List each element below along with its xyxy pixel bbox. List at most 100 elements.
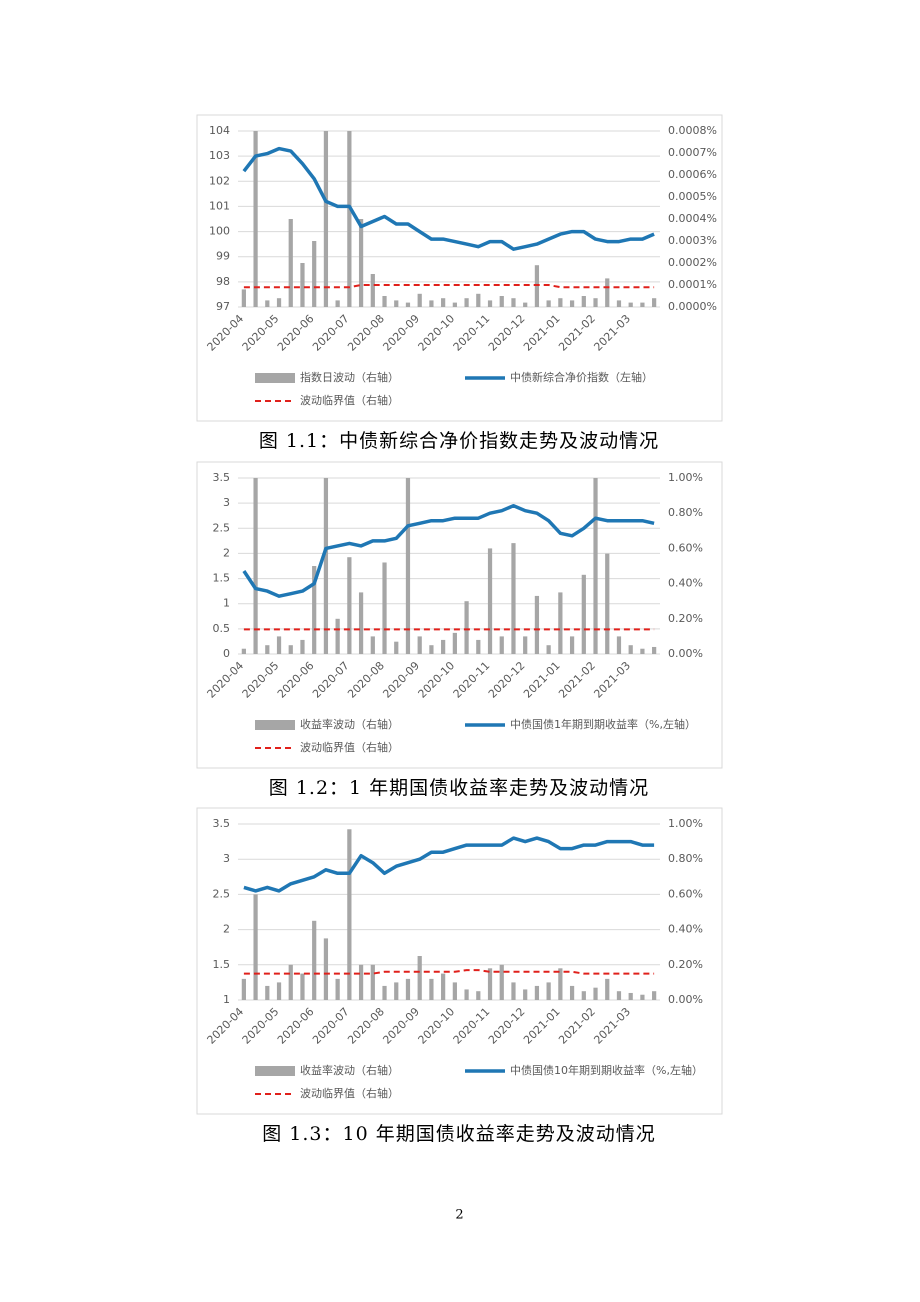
legend-label: 波动临界值（右轴） bbox=[300, 740, 399, 754]
x-tick-label: 2020-06 bbox=[275, 659, 317, 701]
bar bbox=[546, 300, 551, 307]
bar bbox=[569, 985, 575, 1000]
bar bbox=[523, 302, 528, 307]
y2-tick-label: 0.60% bbox=[668, 541, 703, 554]
x-tick-label: 2020-08 bbox=[345, 312, 387, 354]
bar bbox=[288, 964, 293, 1000]
legend-label: 中债新综合净价指数（左轴） bbox=[510, 370, 653, 384]
legend-label: 收益率波动（右轴） bbox=[300, 1063, 399, 1077]
bar bbox=[452, 632, 457, 654]
bar bbox=[640, 994, 645, 1000]
y2-tick-label: 0.0003% bbox=[668, 234, 717, 247]
y-tick-label: 98 bbox=[216, 275, 230, 288]
x-tick-label: 2020-05 bbox=[240, 659, 282, 701]
x-tick-label: 2020-05 bbox=[240, 312, 282, 354]
bar bbox=[487, 548, 493, 654]
bar bbox=[312, 566, 317, 654]
y-tick-label: 99 bbox=[216, 250, 230, 263]
y-tick-label: 3.5 bbox=[213, 817, 231, 830]
bar bbox=[394, 982, 399, 1000]
bar bbox=[347, 829, 352, 1000]
bar bbox=[429, 645, 434, 654]
bar bbox=[370, 636, 375, 654]
y2-tick-label: 0.0008% bbox=[668, 124, 717, 137]
y2-tick-label: 0.0004% bbox=[668, 212, 717, 225]
bar bbox=[652, 646, 657, 654]
y-tick-label: 97 bbox=[216, 300, 230, 313]
bar bbox=[511, 982, 516, 1000]
x-tick-label: 2020-05 bbox=[240, 1005, 282, 1047]
x-tick-label: 2020-09 bbox=[380, 1005, 422, 1047]
bar bbox=[300, 973, 305, 1000]
x-tick-label: 2021-02 bbox=[556, 312, 598, 354]
bar bbox=[652, 298, 657, 307]
bar bbox=[347, 557, 352, 654]
bar bbox=[394, 641, 399, 654]
x-tick-label: 2020-12 bbox=[486, 1005, 528, 1047]
bar bbox=[358, 964, 364, 1000]
x-tick-label: 2021-02 bbox=[556, 1005, 598, 1047]
y-tick-label: 102 bbox=[209, 174, 230, 187]
legend-swatch bbox=[255, 720, 295, 730]
bar bbox=[652, 991, 657, 1000]
series-line bbox=[243, 836, 655, 893]
y-tick-label: 2 bbox=[223, 923, 230, 936]
bar bbox=[347, 131, 352, 307]
bar bbox=[276, 298, 282, 307]
y2-tick-label: 0.0002% bbox=[668, 256, 717, 269]
bar bbox=[487, 968, 493, 1000]
y2-tick-label: 0.0001% bbox=[668, 278, 717, 291]
figure-caption: 图 1.1：中债新综合净价指数走势及波动情况 bbox=[259, 430, 659, 452]
y-tick-label: 1.5 bbox=[213, 958, 231, 971]
bar bbox=[605, 978, 610, 1000]
bar bbox=[265, 645, 270, 654]
y-tick-label: 0.5 bbox=[213, 622, 231, 635]
x-tick-label: 2020-11 bbox=[451, 312, 493, 354]
x-tick-label: 2020-09 bbox=[380, 312, 422, 354]
bar bbox=[370, 964, 375, 1000]
bar bbox=[405, 302, 411, 307]
y-tick-label: 2 bbox=[223, 546, 230, 559]
bar bbox=[241, 978, 246, 1000]
x-tick-label: 2020-07 bbox=[310, 659, 352, 701]
bar bbox=[265, 985, 270, 1000]
y-tick-label: 3.5 bbox=[213, 471, 231, 484]
page-number: 2 bbox=[455, 1208, 464, 1223]
bar bbox=[417, 293, 422, 307]
bar bbox=[511, 298, 516, 307]
bar bbox=[300, 263, 305, 307]
bar bbox=[616, 636, 622, 654]
bar bbox=[511, 543, 516, 654]
bar bbox=[593, 987, 598, 1000]
x-tick-label: 2021-01 bbox=[521, 659, 563, 701]
bar bbox=[441, 298, 446, 307]
bar bbox=[452, 302, 457, 307]
series-line bbox=[242, 503, 655, 598]
bar bbox=[534, 985, 540, 1000]
x-tick-label: 2021-01 bbox=[521, 312, 563, 354]
bar bbox=[382, 985, 387, 1000]
x-tick-label: 2020-08 bbox=[345, 659, 387, 701]
plot bbox=[241, 478, 657, 654]
bar bbox=[523, 989, 528, 1000]
bar bbox=[476, 293, 481, 307]
y-tick-label: 1 bbox=[223, 993, 230, 1006]
bar bbox=[429, 978, 434, 1000]
bar bbox=[323, 131, 329, 307]
bar bbox=[558, 592, 563, 654]
bar bbox=[241, 648, 246, 654]
y2-tick-label: 0.0005% bbox=[668, 190, 717, 203]
y2-tick-label: 0.40% bbox=[668, 577, 703, 590]
y-tick-label: 103 bbox=[209, 149, 230, 162]
bar bbox=[569, 636, 575, 654]
y-tick-label: 104 bbox=[209, 124, 230, 137]
bar bbox=[417, 636, 422, 654]
legend-swatch bbox=[255, 1066, 295, 1076]
y-tick-label: 3 bbox=[223, 496, 230, 509]
bar bbox=[616, 300, 622, 307]
bar bbox=[499, 296, 504, 307]
x-tick-label: 2020-04 bbox=[205, 312, 247, 354]
x-tick-label: 2020-08 bbox=[345, 1005, 387, 1047]
bar bbox=[616, 991, 622, 1000]
